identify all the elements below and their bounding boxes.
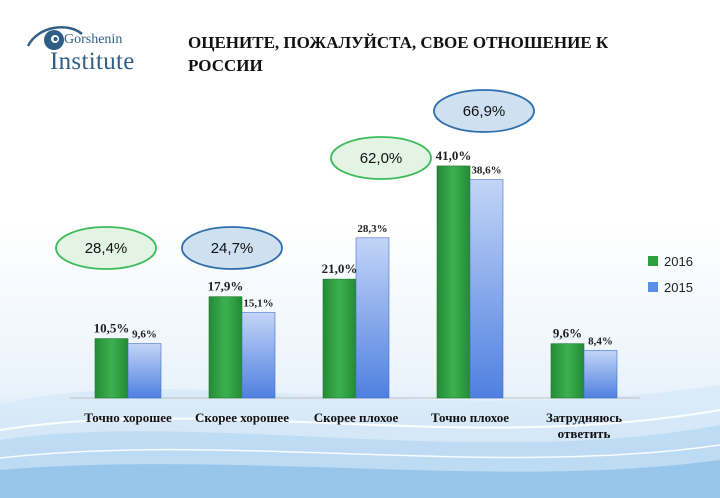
title-line-1: ОЦЕНИТЕ, ПОЖАЛУЙСТА, СВОЕ ОТНОШЕНИЕ К — [188, 33, 609, 52]
data-label-2016-5: 9,6% — [553, 326, 582, 341]
legend-label-2015: 2015 — [664, 279, 693, 295]
bar-2015-2 — [241, 312, 276, 399]
annotation-text-1: 28,4% — [85, 240, 128, 257]
legend-swatch-2016 — [648, 256, 658, 266]
category-label-5-line2: ответить — [558, 426, 611, 441]
data-label-2016-3: 21,0% — [322, 261, 358, 276]
data-label-2015-3: 28,3% — [357, 223, 387, 235]
annotation-text-4: 66,9% — [463, 103, 506, 120]
legend-swatch-2015 — [648, 282, 658, 292]
category-label-2: Скорее хорошее — [195, 410, 289, 425]
bar-2016-1 — [94, 338, 129, 399]
legend-item-2015: 2015 — [648, 274, 693, 300]
annotation-ellipse-3 — [330, 136, 432, 180]
data-label-2016-2: 17,9% — [208, 279, 244, 294]
logo: Gorshenin Institute — [24, 22, 164, 82]
data-label-2016-4: 41,0% — [436, 148, 472, 163]
bar-2015-3 — [355, 237, 390, 399]
category-label-5-line1: Затрудняюсь — [546, 410, 622, 425]
bar-2016-3 — [322, 278, 357, 399]
data-label-2016-1: 10,5% — [94, 321, 130, 336]
bar-2015-5 — [583, 350, 618, 399]
bar-2016-5 — [550, 343, 585, 399]
bar-2016-2 — [208, 296, 243, 399]
annotation-ellipse-2 — [181, 226, 283, 270]
category-label-4: Точно плохое — [431, 410, 509, 425]
eye-logo-icon — [26, 26, 83, 50]
data-label-2015-5: 8,4% — [588, 335, 613, 347]
annotation-ellipse-1 — [55, 226, 157, 270]
page-title: ОЦЕНИТЕ, ПОЖАЛУЙСТА, СВОЕ ОТНОШЕНИЕ К РО… — [188, 31, 688, 77]
legend-item-2016: 2016 — [648, 248, 693, 274]
annotation-ellipse-4 — [433, 89, 535, 133]
bar-2015-4 — [469, 179, 504, 399]
data-label-2015-4: 38,6% — [471, 165, 501, 177]
data-label-2015-1: 9,6% — [132, 329, 157, 341]
category-label-3: Скорее плохое — [314, 410, 399, 425]
annotation-text-3: 62,0% — [360, 150, 403, 167]
data-label-2015-2: 15,1% — [243, 298, 273, 310]
category-label-1: Точно хорошее — [84, 410, 172, 425]
bar-2016-4 — [436, 165, 471, 399]
annotation-text-2: 24,7% — [211, 240, 254, 257]
legend-label-2016: 2016 — [664, 253, 693, 269]
logo-text-gorshenin: Gorshenin — [64, 32, 123, 47]
legend: 2016 2015 — [648, 248, 693, 300]
logo-text-institute: Institute — [50, 48, 135, 75]
title-line-2: РОССИИ — [188, 56, 263, 75]
bar-2015-1 — [127, 343, 162, 399]
